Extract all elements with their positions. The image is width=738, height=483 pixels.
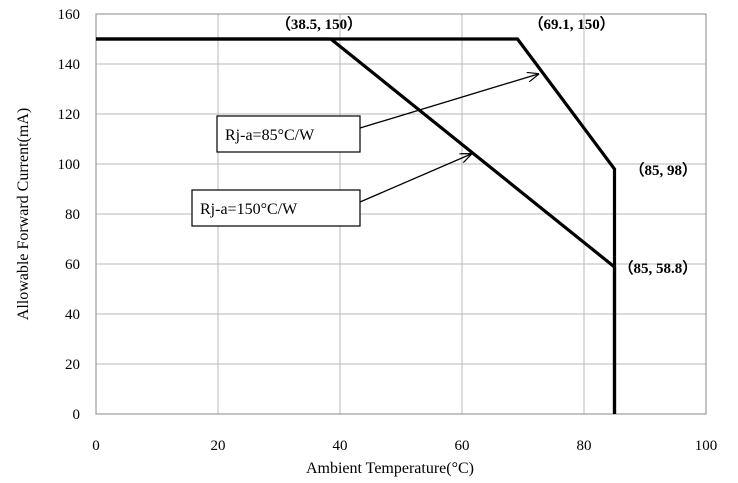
callout-label: Rj-a=85°C/W <box>225 127 315 144</box>
callout-box <box>216 115 361 153</box>
y-tick-label: 80 <box>65 207 80 223</box>
x-tick-label: 80 <box>577 438 592 454</box>
point-label: （38.5, 150） <box>276 15 362 33</box>
callout-arrow <box>359 74 538 129</box>
y-axis-title: Allowable Forward Current(mA) <box>15 108 32 320</box>
y-tick-label: 60 <box>65 257 80 273</box>
callout-box <box>191 189 361 227</box>
x-tick-label: 100 <box>695 438 718 454</box>
callout-arrow <box>359 154 471 203</box>
y-tick-label: 160 <box>58 7 81 23</box>
point-label: （69.1, 150） <box>529 15 615 33</box>
y-tick-label: 0 <box>73 407 81 423</box>
callout-label: Rj-a=150°C/W <box>200 201 298 218</box>
point-label: （85, 98） <box>630 161 698 179</box>
y-tick-label: 140 <box>58 57 81 73</box>
label-layer: （38.5, 150） （69.1, 150） （85, 98） （85, 58.8） <box>276 15 697 277</box>
y-tick-label: 100 <box>58 157 81 173</box>
y-tick-label: 40 <box>65 307 80 323</box>
y-tick-label: 120 <box>58 107 81 123</box>
x-tick-label: 60 <box>455 438 470 454</box>
point-label: （85, 58.8） <box>619 259 698 277</box>
tick-layer: 0 20 40 60 80 100 0 20 40 60 80 100 120 140 160 <box>58 7 718 454</box>
callout-layer: Rj-a=85°C/W Rj-a=150°C/W <box>191 74 538 227</box>
plot-border <box>95 13 707 415</box>
x-tick-label: 0 <box>92 438 100 454</box>
x-axis-title: Ambient Temperature(°C) <box>306 460 474 477</box>
y-tick-label: 20 <box>65 357 80 373</box>
x-tick-label: 40 <box>333 438 348 454</box>
x-tick-label: 20 <box>211 438 226 454</box>
